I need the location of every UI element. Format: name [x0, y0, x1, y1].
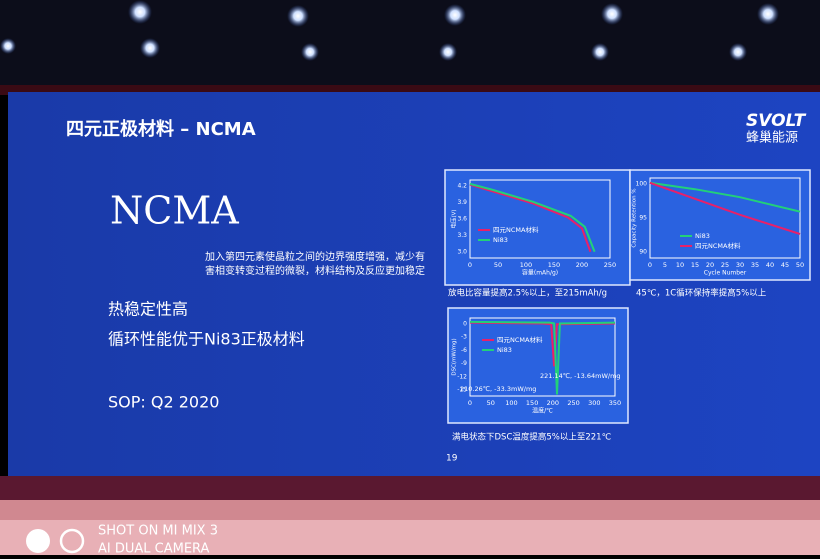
watermark: SHOT ON MI MIX 3	[98, 524, 218, 539]
y-axis-label: 电压(V)	[450, 209, 458, 228]
y-tick-label: 3.3	[457, 232, 467, 239]
chart-panel	[447, 307, 629, 424]
x-tick-label: 150	[548, 261, 560, 269]
plot-area	[469, 179, 611, 259]
curve	[469, 183, 592, 253]
x-tick-label: 0	[468, 261, 472, 269]
annotation: 210.26℃, -33.3mW/mg	[460, 385, 536, 393]
y-axis-label: DSC(mW/mg)	[452, 338, 458, 375]
page-number: 19	[446, 454, 458, 464]
logo-sub: 蜂巢能源	[746, 131, 798, 146]
chart-caption: 满电状态下DSC温度提高5%以上至221℃	[452, 432, 612, 443]
x-tick-label: 50	[494, 261, 502, 269]
x-tick-label: 250	[604, 261, 616, 269]
watermark: AI DUAL CAMERA	[98, 542, 210, 556]
y-tick-label: 95	[639, 215, 647, 222]
x-tick-label: 10	[676, 261, 684, 269]
curve	[649, 181, 801, 235]
x-tick-label: 100	[505, 399, 517, 407]
stage-lights	[0, 0, 779, 61]
x-tick-label: 50	[796, 261, 804, 269]
description: 害相变转变过程的微裂，材料结构及反应更加稳定	[205, 264, 425, 277]
legend-label: 四元NCMA材料	[695, 241, 741, 250]
y-tick-label: -9	[461, 360, 467, 367]
x-tick-label: 45	[781, 261, 789, 269]
slide	[8, 92, 820, 476]
y-tick-label: 100	[636, 181, 648, 188]
x-tick-label: 200	[547, 399, 559, 407]
y-tick-label: -12	[457, 373, 467, 380]
slide-title: 四元正极材料 – NCMA	[66, 118, 256, 140]
legend-label: Ni83	[493, 236, 508, 244]
x-tick-label: 150	[526, 399, 538, 407]
x-tick-label: 100	[520, 261, 532, 269]
legend-label: Ni83	[695, 232, 710, 240]
x-tick-label: 0	[648, 261, 652, 269]
logo: SVOLT	[746, 111, 807, 131]
plot-area	[649, 177, 801, 259]
point: 循环性能优于Ni83正极材料	[108, 330, 305, 349]
y-tick-label: -6	[461, 347, 467, 354]
y-tick-label: 3.6	[457, 216, 467, 223]
chart-panel	[629, 169, 811, 281]
y-tick-label: -15	[457, 387, 467, 394]
legend-label: 四元NCMA材料	[497, 335, 543, 344]
x-tick-label: 40	[766, 261, 774, 269]
x-tick-label: 300	[588, 399, 600, 407]
y-tick-label: 90	[639, 249, 647, 256]
stage-top	[0, 0, 820, 95]
sop: SOP: Q2 2020	[108, 393, 219, 412]
x-axis-label: Cycle Number	[704, 270, 747, 277]
y-tick-label: 0	[463, 321, 467, 328]
x-axis-label: 温度/℃	[532, 407, 553, 415]
y-tick-label: -3	[461, 334, 467, 341]
y-tick-label: 3.9	[457, 199, 467, 206]
x-tick-label: 350	[609, 399, 621, 407]
chart-caption: 45℃，1C循环保持率提高5%以上	[636, 288, 767, 299]
curve	[649, 181, 801, 213]
x-tick-label: 15	[691, 261, 699, 269]
x-tick-label: 35	[751, 261, 759, 269]
x-tick-label: 0	[468, 399, 472, 407]
y-tick-label: 3.0	[457, 249, 467, 256]
y-axis-label: Capacity Retention %	[632, 188, 638, 247]
x-tick-label: 50	[487, 399, 495, 407]
x-tick-label: 20	[706, 261, 714, 269]
chart-panel	[444, 169, 631, 286]
x-tick-label: 25	[721, 261, 729, 269]
camera-logo	[26, 528, 85, 554]
chart-caption: 放电比容量提高2.5%以上，至215mAh/g	[448, 288, 607, 299]
x-tick-label: 30	[736, 261, 744, 269]
heading: NCMA	[110, 189, 239, 233]
x-axis-label: 容量(mAh/g)	[522, 269, 558, 277]
x-tick-label: 200	[576, 261, 588, 269]
y-tick-label: 4.2	[457, 183, 467, 190]
curve	[469, 320, 616, 395]
plot-area	[469, 317, 616, 397]
curve	[469, 182, 596, 253]
point: 热稳定性高	[108, 300, 188, 319]
annotation: 221.14℃, -13.64mW/mg	[540, 372, 621, 380]
x-tick-label: 5	[663, 261, 667, 269]
x-tick-label: 250	[567, 399, 579, 407]
description: 加入第四元素使晶粒之间的边界强度增强，减少有	[205, 250, 425, 263]
legend-label: 四元NCMA材料	[493, 225, 539, 234]
legend-label: Ni83	[497, 346, 512, 354]
